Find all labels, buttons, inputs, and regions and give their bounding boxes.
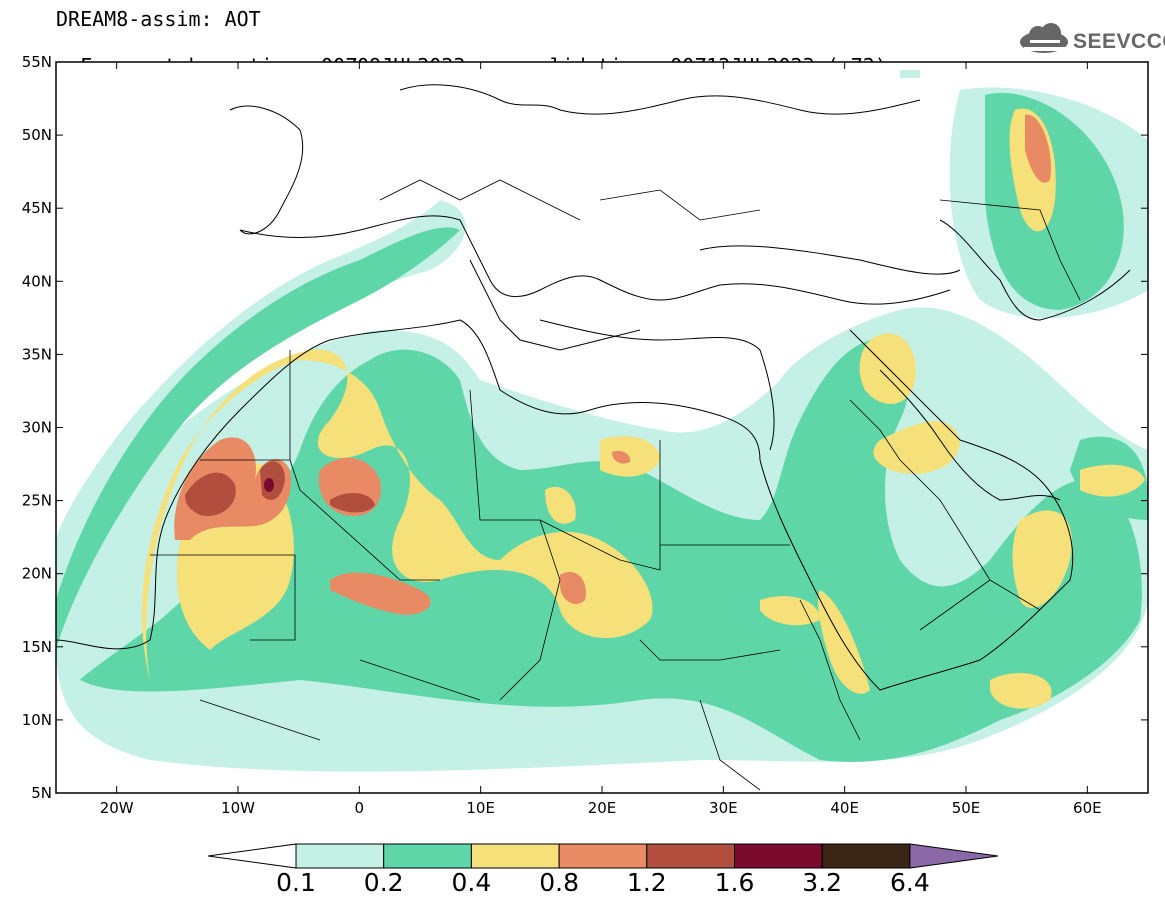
aot-fields xyxy=(56,70,1148,772)
country-borders xyxy=(150,179,1081,791)
lat-label-15N: 15N xyxy=(22,638,52,656)
lat-label-20N: 20N xyxy=(22,565,52,583)
seevccc-logo xyxy=(1020,23,1068,53)
colorbar-under-arrow xyxy=(207,843,297,869)
logo-text: SEEVCCC xyxy=(1073,30,1165,53)
axis-ticks xyxy=(56,61,1148,794)
longitude-labels: 20W 10W 0 10E 20E 30E 40E 50E 60E xyxy=(100,799,1102,817)
lon-label-10E: 10E xyxy=(466,799,495,817)
colorbar-box xyxy=(821,843,911,869)
colorbar-over-arrow xyxy=(909,843,998,869)
lon-label-40E: 40E xyxy=(830,799,859,817)
lon-label-10W: 10W xyxy=(221,799,255,817)
coastlines xyxy=(56,84,1131,691)
colorbar-box xyxy=(646,843,735,869)
colorbar xyxy=(207,843,998,869)
lon-label-0: 0 xyxy=(355,799,365,817)
colorbar-label: 0.4 xyxy=(451,868,492,897)
lon-label-50E: 50E xyxy=(952,799,981,817)
colorbar-label: 0.8 xyxy=(539,868,579,897)
colorbar-label: 0.2 xyxy=(363,868,404,897)
colorbar-label: 6.4 xyxy=(890,868,930,897)
colorbar-label: 1.6 xyxy=(714,868,755,897)
colorbar-box xyxy=(558,843,648,869)
colorbar-box xyxy=(295,843,385,869)
lat-label-25N: 25N xyxy=(22,492,52,510)
lon-label-20E: 20E xyxy=(588,799,617,817)
lat-label-10N: 10N xyxy=(22,711,52,729)
lat-label-40N: 40N xyxy=(22,272,52,290)
lat-label-5N: 5N xyxy=(31,784,52,802)
lat-label-50N: 50N xyxy=(22,126,52,144)
lat-label-45N: 45N xyxy=(22,199,52,217)
colorbar-box xyxy=(734,843,823,869)
colorbar-label: 1.2 xyxy=(626,868,667,897)
colorbar-label: 3.2 xyxy=(802,868,843,897)
latitude-labels: 55N 50N 45N 40N 35N 30N 25N 20N 15N 10N 5N xyxy=(22,53,52,802)
map-title: DREAM8-assim: AOT xyxy=(56,7,261,31)
lon-label-30E: 30E xyxy=(709,799,738,817)
lat-label-30N: 30N xyxy=(22,419,52,437)
aot-level-1-6 xyxy=(264,478,274,492)
lon-label-60E: 60E xyxy=(1073,799,1102,817)
lat-label-35N: 35N xyxy=(22,345,52,363)
colorbar-box xyxy=(470,843,560,869)
lat-label-55N: 55N xyxy=(22,53,52,71)
cloud-icon xyxy=(1020,23,1068,53)
colorbar-box xyxy=(383,843,472,869)
colorbar-label: 0.1 xyxy=(276,868,316,897)
lon-label-20W: 20W xyxy=(100,799,134,817)
